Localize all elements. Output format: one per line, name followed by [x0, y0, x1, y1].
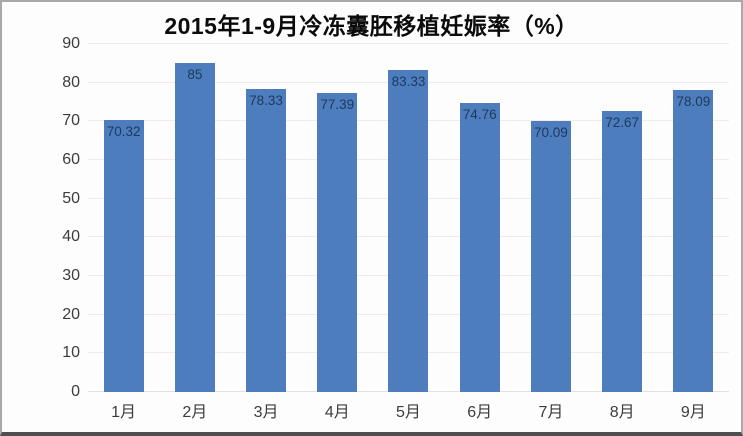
bar-value-label-6月: 74.76: [462, 106, 497, 122]
bar-value-label-7月: 70.09: [534, 125, 568, 140]
bar-4月: 77.39: [317, 92, 358, 392]
bar-5月: 83.33: [388, 69, 429, 392]
bar-value-label-1月: 70.32: [106, 124, 141, 140]
x-tick-label-7月: 7月: [538, 404, 564, 421]
x-tick-label-2月: 2月: [182, 404, 208, 421]
gridline-y-90: [88, 43, 729, 44]
bar-cell-4月: 77.39 4月: [302, 44, 373, 421]
x-tick-label-1月: 1月: [111, 404, 137, 421]
chart-title: 2015年1-9月冷冻囊胚移植妊娠率（%）: [164, 13, 579, 39]
x-tick-label-6月: 6月: [467, 404, 493, 421]
bar-6月: 74.76: [459, 102, 500, 392]
bar-value-label-2月: 85: [187, 67, 203, 83]
bar-series: 70.32 1月 85 2月 78.33 3月 77.39 4月 83.33 5月 74.76 6月 7…: [88, 44, 729, 421]
y-tick-label-80: 80: [62, 73, 80, 91]
x-tick-label-8月: 8月: [609, 404, 635, 421]
bar-value-label-9月: 78.09: [676, 94, 711, 110]
bar-cell-8月: 72.67 8月: [587, 44, 658, 421]
x-tick-label-3月: 3月: [253, 404, 279, 421]
bar-8月: 72.67: [602, 111, 643, 392]
y-tick-label-20: 20: [62, 305, 80, 323]
bar-7月: 70.09: [530, 121, 571, 392]
x-tick-label-5月: 5月: [396, 404, 421, 421]
bar-cell-1月: 70.32 1月: [88, 44, 159, 421]
bar-2月: 85: [174, 63, 215, 392]
x-tick-label-4月: 4月: [324, 404, 350, 421]
bar-9月: 78.09: [673, 90, 714, 392]
x-tick-label-9月: 9月: [680, 404, 706, 421]
bar-value-label-3月: 78.33: [249, 93, 283, 109]
bar-value-label-4月: 77.39: [320, 96, 355, 112]
bar-cell-9月: 78.09 9月: [658, 44, 729, 421]
y-tick-label-70: 70: [62, 112, 80, 130]
y-tick-label-60: 60: [62, 151, 80, 168]
bar-cell-2月: 85 2月: [159, 44, 230, 421]
bar-3月: 78.33: [246, 89, 287, 392]
bar-cell-3月: 78.33 3月: [230, 44, 301, 421]
y-tick-label-30: 30: [62, 267, 80, 284]
plot-area: 0 10 20 30 40 50 60 70 80 90 70.32 1月 85 2月 78.33 3月 77…: [62, 35, 729, 421]
bar-value-label-5月: 83.33: [391, 73, 426, 89]
y-tick-label-90: 90: [62, 35, 80, 52]
bar-1月: 70.32: [103, 120, 144, 392]
bar-cell-6月: 74.76 6月: [444, 44, 515, 421]
bar-cell-5月: 83.33 5月: [373, 44, 444, 421]
y-tick-label-0: 0: [71, 383, 80, 400]
y-tick-label-50: 50: [62, 189, 80, 207]
y-tick-label-40: 40: [62, 228, 80, 246]
y-tick-label-10: 10: [62, 344, 80, 362]
bar-value-label-8月: 72.67: [605, 115, 640, 131]
bar-cell-7月: 70.09 7月: [515, 44, 586, 421]
